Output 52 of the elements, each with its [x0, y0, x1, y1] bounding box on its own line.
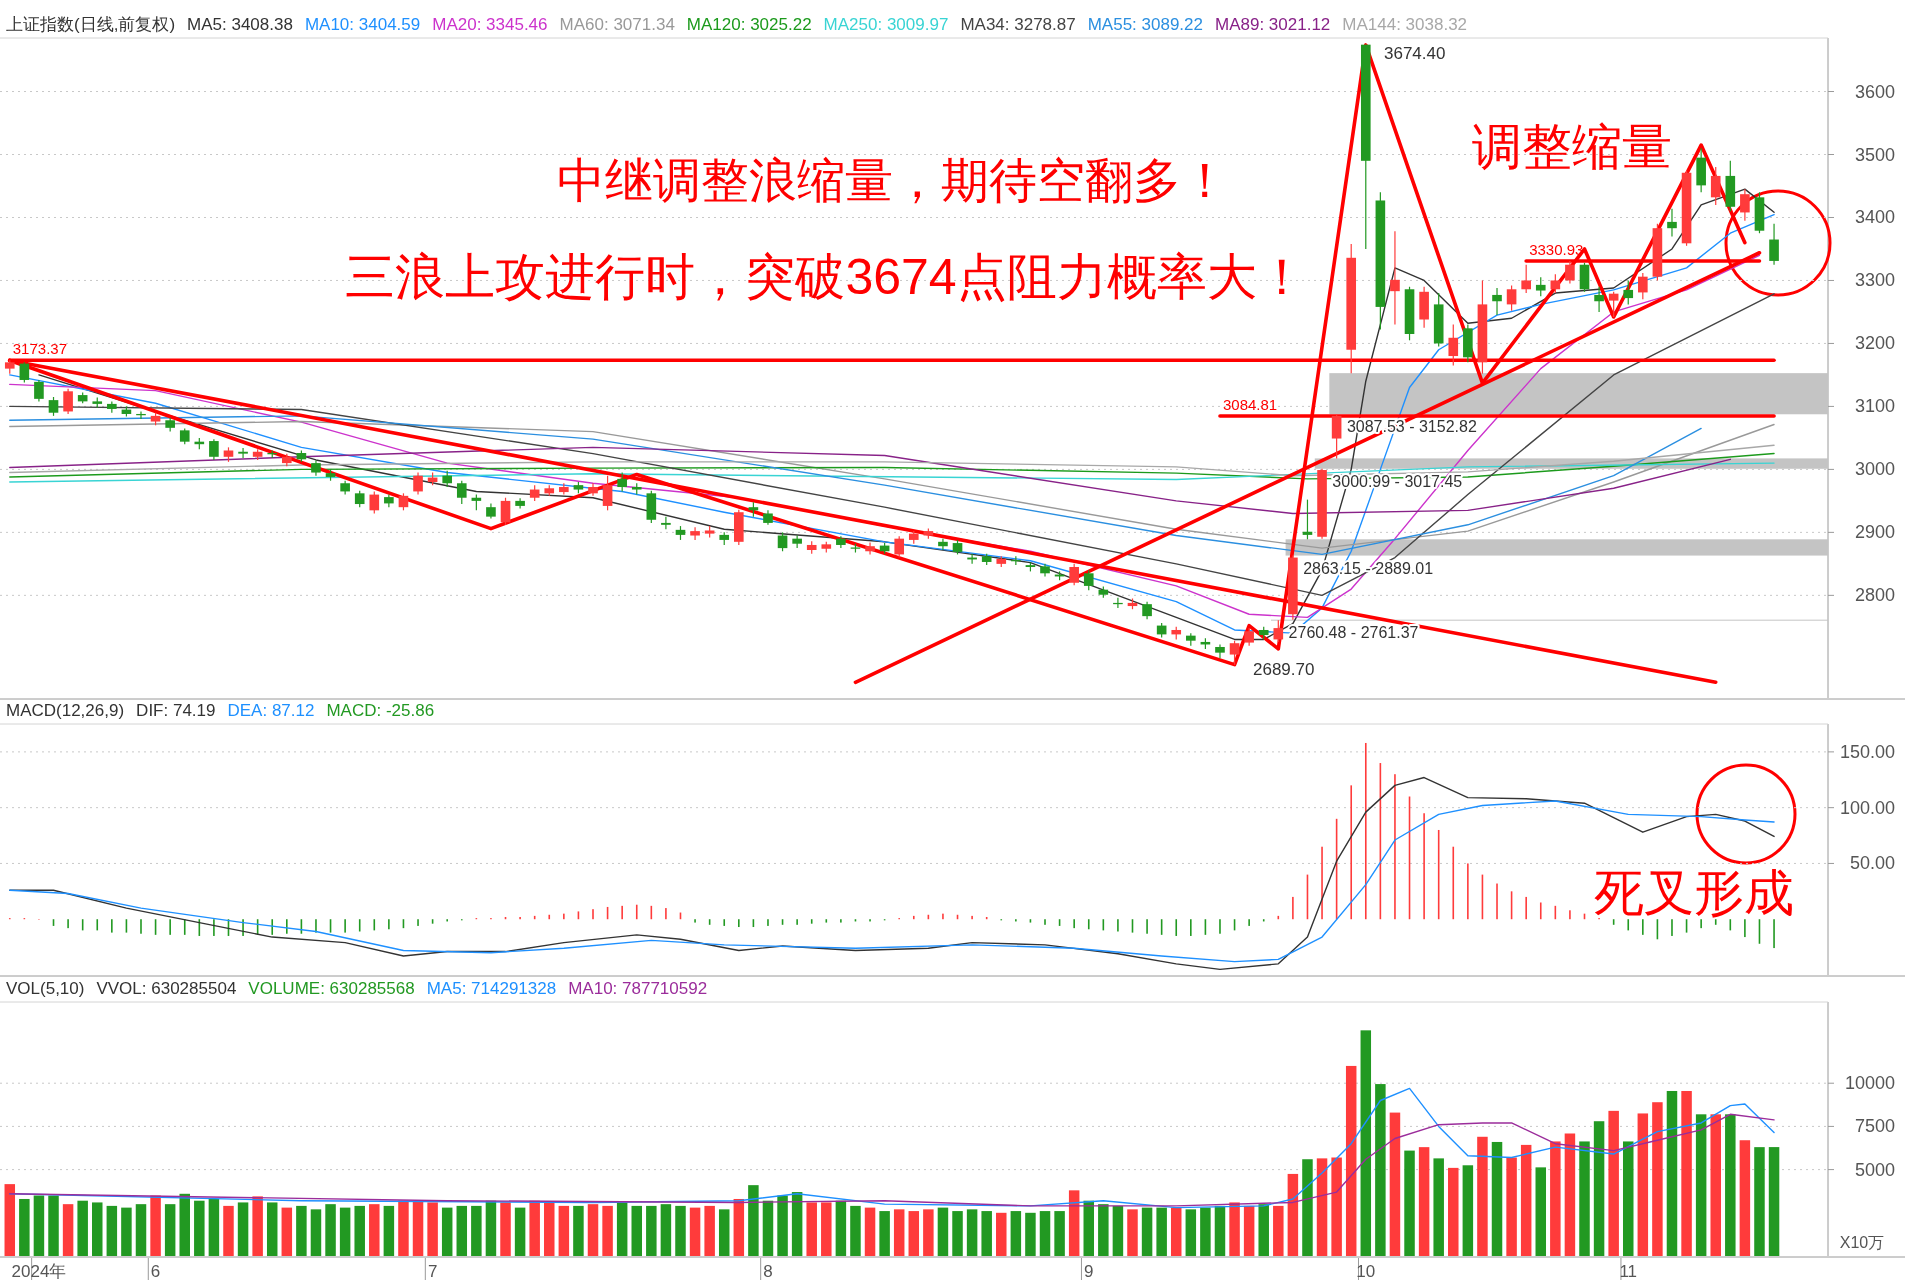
text: MA120: 3025.22: [686, 15, 812, 34]
text: MA5: 714291328: [426, 979, 557, 998]
text: MA55: 3089.22: [1087, 15, 1203, 34]
y-tick-label: 3300: [1854, 270, 1895, 291]
annotation: 3173.37: [12, 340, 67, 358]
chart-title: MACD(12,26,9): [6, 701, 125, 720]
y-tick-label: 2800: [1854, 585, 1895, 606]
y-tick-label: 5000: [1854, 1159, 1895, 1180]
chart-title: VOL(5,10): [6, 979, 85, 998]
text: VOLUME: 630285568: [248, 979, 415, 998]
x-tick-label: 7: [427, 1262, 438, 1281]
annotation: 中继调整浪缩量，期待空翻多！: [557, 154, 1229, 207]
band-label: 2760.48 - 2761.37: [1288, 624, 1419, 642]
text: MA144: 3038.32: [1342, 15, 1468, 34]
text: MA10: 3404.59: [304, 15, 421, 34]
annotation: 3674.40: [1384, 44, 1446, 63]
y-tick-label: 3000: [1854, 459, 1895, 480]
y-tick-label: 3200: [1854, 333, 1895, 354]
annotation: 死叉形成: [1594, 865, 1794, 921]
y-tick-label: 10000: [1844, 1073, 1895, 1094]
text: MA60: 3071.34: [559, 15, 675, 34]
x-tick-label: 11: [1619, 1262, 1638, 1281]
x-tick-label: 9: [1084, 1262, 1094, 1281]
annotation: 3330.93: [1529, 240, 1584, 258]
y-tick-label: 7500: [1854, 1116, 1895, 1137]
y-tick-label: 50.00: [1849, 853, 1895, 874]
annotation: 3084.81: [1222, 395, 1278, 413]
text: MA5: 3408.38: [187, 15, 293, 34]
y-tick-label: 3100: [1854, 396, 1895, 417]
x-tick-label: 2024年: [11, 1262, 67, 1281]
text: DEA: 87.12: [227, 701, 315, 720]
text: MA20: 3345.46: [432, 15, 548, 34]
y-tick-label: 150.00: [1839, 741, 1895, 762]
y-tick-label: 2900: [1854, 522, 1895, 543]
text: MA89: 3021.12: [1215, 15, 1331, 34]
text: MACD: -25.86: [326, 701, 435, 720]
text: MA10: 787710592: [568, 979, 708, 998]
text: DIF: 74.19: [136, 701, 216, 720]
x-tick-label: 6: [150, 1262, 161, 1281]
y-tick-label: 3600: [1854, 81, 1895, 102]
y-tick-label: 3500: [1854, 144, 1895, 165]
y-axis-title: X10万: [1839, 1234, 1885, 1251]
annotation: 调整缩量: [1472, 119, 1672, 175]
text: MA250: 3009.97: [823, 15, 949, 34]
y-tick-label: 100.00: [1839, 797, 1895, 818]
chart-title: 上证指数(日线,前复权): [6, 15, 176, 34]
chart-subtitle: VVOL: 630285504: [96, 979, 237, 998]
annotation: 2689.70: [1253, 660, 1315, 679]
x-tick-label: 8: [763, 1262, 773, 1281]
text: MA34: 3278.87: [960, 15, 1076, 34]
y-tick-label: 3400: [1854, 207, 1895, 228]
annotation: 三浪上攻进行时，突破3674点阻力概率大！: [345, 249, 1307, 305]
